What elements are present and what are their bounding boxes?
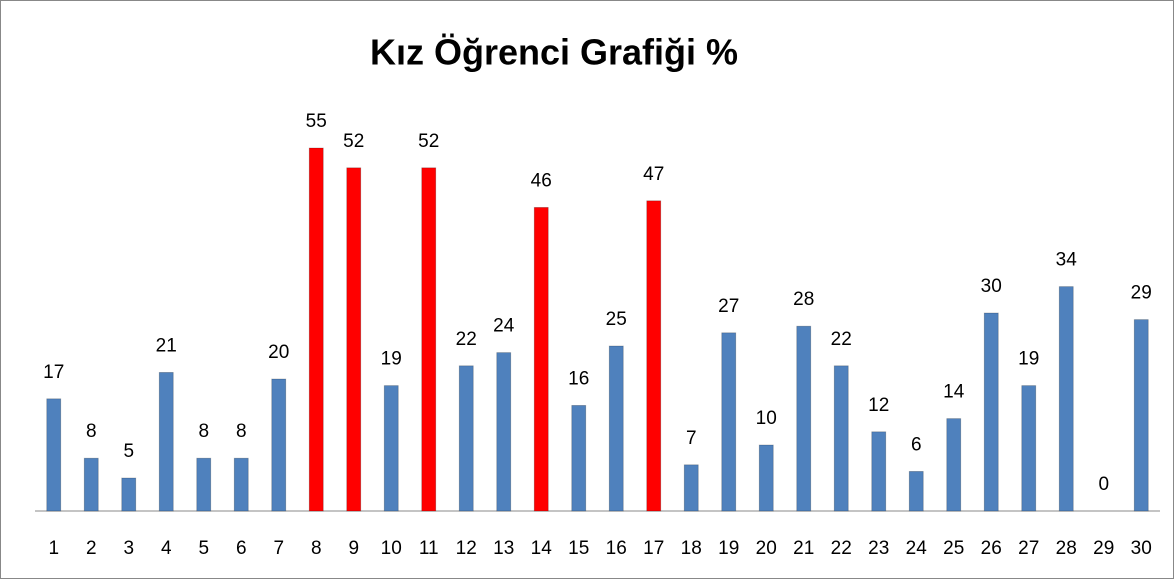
data-label: 5 — [123, 441, 134, 462]
x-tick-label: 22 — [831, 538, 852, 559]
bar — [158, 371, 174, 512]
data-label: 55 — [306, 111, 327, 132]
x-tick-label: 26 — [981, 538, 1002, 559]
bar — [571, 404, 587, 512]
x-tick-label: 27 — [1018, 538, 1039, 559]
data-label: 34 — [1056, 250, 1078, 271]
x-tick-label: 3 — [123, 538, 134, 559]
bar — [946, 418, 962, 512]
data-label: 20 — [268, 342, 289, 363]
x-tick-label: 2 — [86, 538, 97, 559]
bar — [83, 457, 99, 512]
bar — [833, 365, 849, 512]
x-tick-label: 4 — [161, 538, 172, 559]
bar — [308, 147, 324, 512]
x-tick-label: 16 — [606, 538, 627, 559]
data-label: 0 — [1098, 474, 1109, 495]
data-label: 21 — [156, 335, 177, 356]
data-label: 24 — [493, 316, 515, 337]
data-label: 12 — [868, 395, 889, 416]
data-label: 25 — [606, 309, 627, 330]
data-label: 10 — [756, 408, 777, 429]
bar — [46, 398, 62, 512]
x-tick-label: 29 — [1093, 538, 1114, 559]
data-label: 22 — [456, 329, 477, 350]
bar — [458, 365, 474, 512]
data-label: 8 — [86, 421, 97, 442]
x-tick-label: 23 — [868, 538, 889, 559]
bar — [908, 470, 924, 512]
x-tick-label: 18 — [681, 538, 702, 559]
x-tick-label: 15 — [568, 538, 589, 559]
data-label: 47 — [643, 164, 664, 185]
data-label: 28 — [793, 289, 814, 310]
x-tick-label: 24 — [906, 538, 928, 559]
data-label: 16 — [568, 368, 589, 389]
x-tick-label: 8 — [311, 538, 322, 559]
bar — [1133, 319, 1149, 512]
bar — [796, 325, 812, 512]
data-label: 22 — [831, 329, 852, 350]
x-tick-label: 20 — [756, 538, 777, 559]
x-tick-label: 17 — [643, 538, 664, 559]
x-tick-label: 6 — [236, 538, 247, 559]
bar — [683, 464, 699, 512]
data-label: 29 — [1131, 283, 1152, 304]
data-label: 8 — [198, 421, 209, 442]
bar — [608, 345, 624, 512]
bar — [871, 431, 887, 512]
chart-title: Kız Öğrenci Grafiği % — [370, 32, 738, 73]
bar — [496, 352, 512, 512]
bar — [758, 444, 774, 512]
x-tick-label: 14 — [531, 538, 553, 559]
data-label: 19 — [381, 349, 402, 370]
bar — [121, 477, 137, 512]
x-tick-label: 10 — [381, 538, 402, 559]
bar — [1021, 385, 1037, 512]
data-label: 7 — [686, 428, 697, 449]
data-label: 30 — [981, 276, 1002, 297]
bar — [1058, 286, 1074, 512]
x-tick-label: 11 — [419, 538, 439, 559]
bar — [271, 378, 287, 512]
data-label: 6 — [911, 434, 922, 455]
x-tick-label: 13 — [493, 538, 514, 559]
bar — [421, 167, 437, 512]
data-label: 52 — [343, 131, 364, 152]
data-label: 27 — [718, 296, 739, 317]
data-label: 8 — [236, 421, 247, 442]
x-tick-label: 30 — [1131, 538, 1152, 559]
bar — [346, 167, 362, 512]
bar — [721, 332, 737, 512]
bar — [383, 385, 399, 512]
bar — [983, 312, 999, 512]
x-tick-label: 1 — [48, 538, 59, 559]
x-tick-label: 21 — [793, 538, 814, 559]
x-tick-label: 5 — [198, 538, 209, 559]
x-tick-label: 12 — [456, 538, 477, 559]
x-tick-label: 28 — [1056, 538, 1077, 559]
x-tick-label: 19 — [718, 538, 739, 559]
data-label: 52 — [418, 131, 439, 152]
bar — [196, 457, 212, 512]
x-tick-label: 9 — [348, 538, 359, 559]
x-tick-label: 7 — [273, 538, 284, 559]
bar — [646, 200, 662, 512]
x-tick-label: 25 — [943, 538, 964, 559]
bar — [533, 206, 549, 512]
data-label: 19 — [1018, 349, 1039, 370]
data-label: 14 — [943, 382, 965, 403]
data-label: 17 — [43, 362, 64, 383]
data-label: 46 — [531, 170, 552, 191]
bar — [233, 457, 249, 512]
